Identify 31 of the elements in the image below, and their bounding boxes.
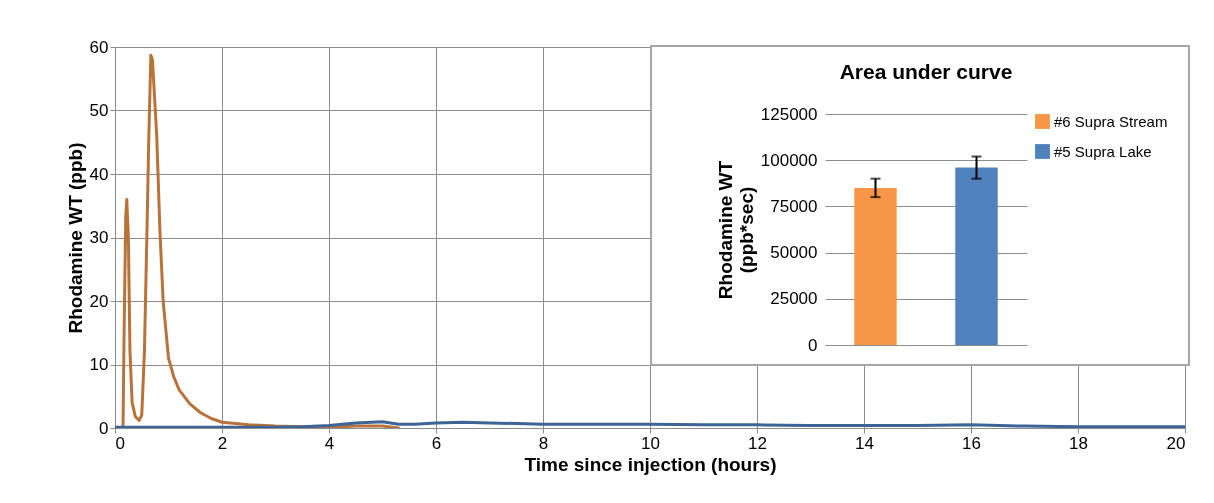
legend-label: #6 Supra Stream — [1054, 112, 1168, 130]
y-tick-label: 30 — [89, 228, 109, 247]
chart-title: Area under curve — [839, 60, 1013, 83]
x-tick-label: 18 — [1069, 433, 1088, 453]
y-tick-label: 25000 — [770, 289, 818, 309]
x-tick-label: 0 — [115, 433, 125, 453]
x-tick-label: 8 — [538, 433, 549, 453]
x-tick-label: 4 — [324, 433, 335, 453]
y-tick-label: 100000 — [760, 150, 818, 170]
x-tick-label: 10 — [641, 433, 660, 453]
y-axis-title: Rhodamine WT (ppb*sec) — [714, 160, 757, 300]
x-tick-label: 20 — [1166, 433, 1186, 453]
y-tick-label: 0 — [808, 335, 818, 355]
x-tick-label: 12 — [748, 433, 767, 453]
x-tick-label: 6 — [431, 433, 442, 453]
y-tick-label: 60 — [89, 37, 109, 57]
y-tick-label: 20 — [89, 291, 109, 311]
x-tick-label: 14 — [855, 433, 874, 453]
y-tick-label: 75000 — [770, 196, 818, 216]
y-tick-label: 0 — [99, 418, 109, 438]
y-tick-label: 40 — [89, 164, 109, 184]
y-axis-title: Rhodamine WT (ppb) — [64, 142, 86, 334]
x-axis-title: Time since injection (hours) — [524, 453, 777, 475]
y-tick-label: 50000 — [770, 243, 818, 263]
x-tick-label: 2 — [217, 433, 228, 453]
line-series — [121, 53, 401, 428]
x-tick-label: 16 — [962, 433, 981, 453]
y-tick-label: 10 — [89, 355, 109, 374]
legend-label: #5 Supra Lake — [1054, 142, 1152, 160]
y-tick-label: 50 — [89, 101, 109, 120]
y-tick-label: 125000 — [760, 104, 818, 124]
